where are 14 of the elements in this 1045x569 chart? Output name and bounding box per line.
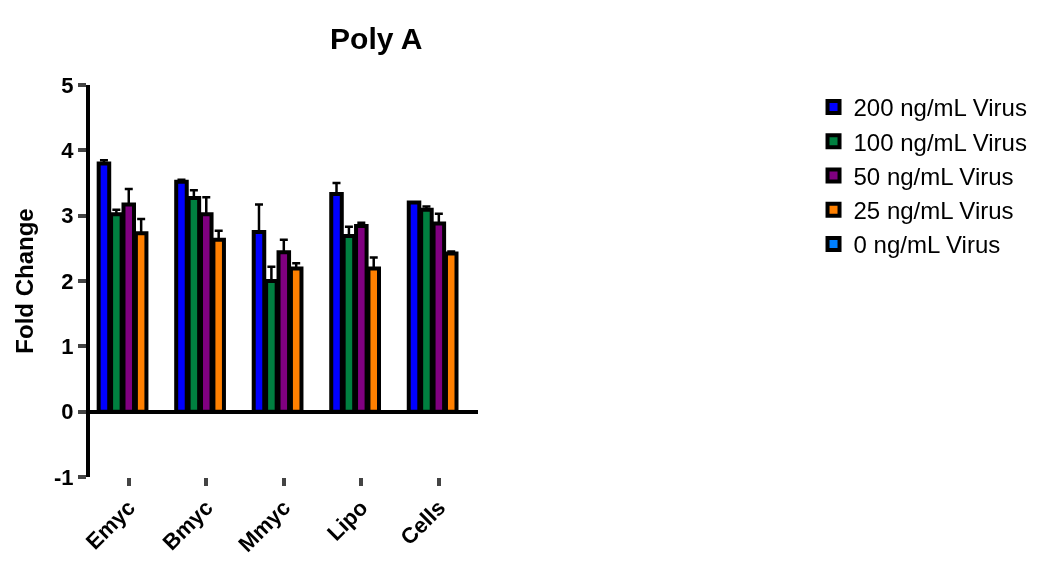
legend-label: 25 ng/mL Virus bbox=[853, 197, 1014, 225]
legend-label: 0 ng/mL Virus bbox=[853, 231, 1001, 259]
chart-title: Poly A bbox=[330, 22, 423, 56]
y-tick-label: 5 bbox=[61, 72, 74, 98]
legend-label: 50 ng/mL Virus bbox=[853, 162, 1014, 190]
legend-label: 200 ng/mL Virus bbox=[853, 94, 1027, 122]
legend-label: 100 ng/mL Virus bbox=[853, 128, 1027, 156]
y-tick-label: -1 bbox=[54, 464, 74, 490]
y-tick-label: 4 bbox=[61, 138, 75, 164]
y-tick-label: 0 bbox=[61, 399, 74, 425]
y-tick-label: 2 bbox=[61, 268, 74, 294]
y-tick-label: 1 bbox=[61, 334, 74, 360]
y-axis-title: Fold Change bbox=[10, 208, 38, 354]
y-tick-label: 3 bbox=[61, 203, 74, 229]
